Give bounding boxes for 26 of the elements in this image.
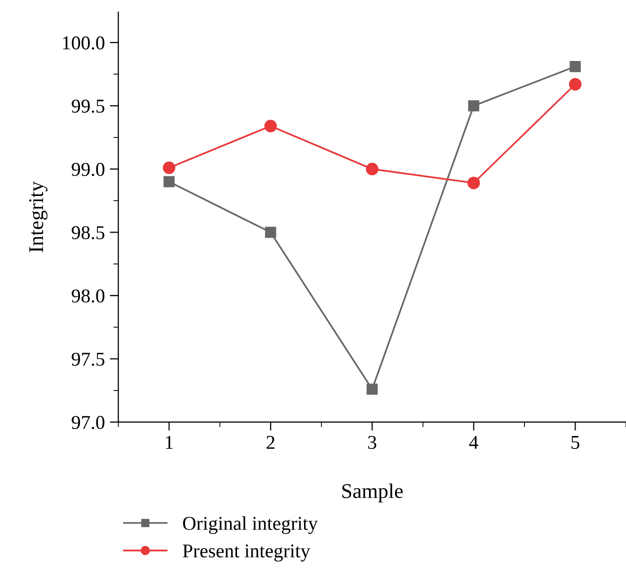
point <box>366 384 378 395</box>
point <box>366 162 378 176</box>
point <box>468 100 480 112</box>
x-tick-label: 2 <box>266 436 274 449</box>
point <box>570 61 581 72</box>
y-tick-label: 97.5 <box>72 352 104 366</box>
legend-label: Present integrity <box>182 544 310 562</box>
x-tick-label: 5 <box>572 436 580 449</box>
y-tick-label: 99.0 <box>72 162 104 176</box>
y-tick-label: 99.5 <box>72 100 104 113</box>
point <box>162 162 176 174</box>
y-axis-title: Integrity <box>29 181 48 252</box>
x-axis-title: Sample <box>342 483 403 502</box>
point <box>467 176 480 190</box>
x-tick-label: 3 <box>368 436 376 449</box>
point <box>265 226 276 238</box>
y-tick-label: 100.0 <box>63 36 104 50</box>
y-tick-label: 98.0 <box>72 289 104 303</box>
x-tick-label: 4 <box>469 436 478 449</box>
point <box>164 176 175 188</box>
point <box>264 120 277 132</box>
point <box>568 78 582 91</box>
legend-label: Original integrity <box>183 516 318 534</box>
y-tick-label: 98.5 <box>72 226 104 240</box>
y-tick-label: 97.0 <box>72 416 104 430</box>
x-tick-label: 1 <box>166 436 173 449</box>
